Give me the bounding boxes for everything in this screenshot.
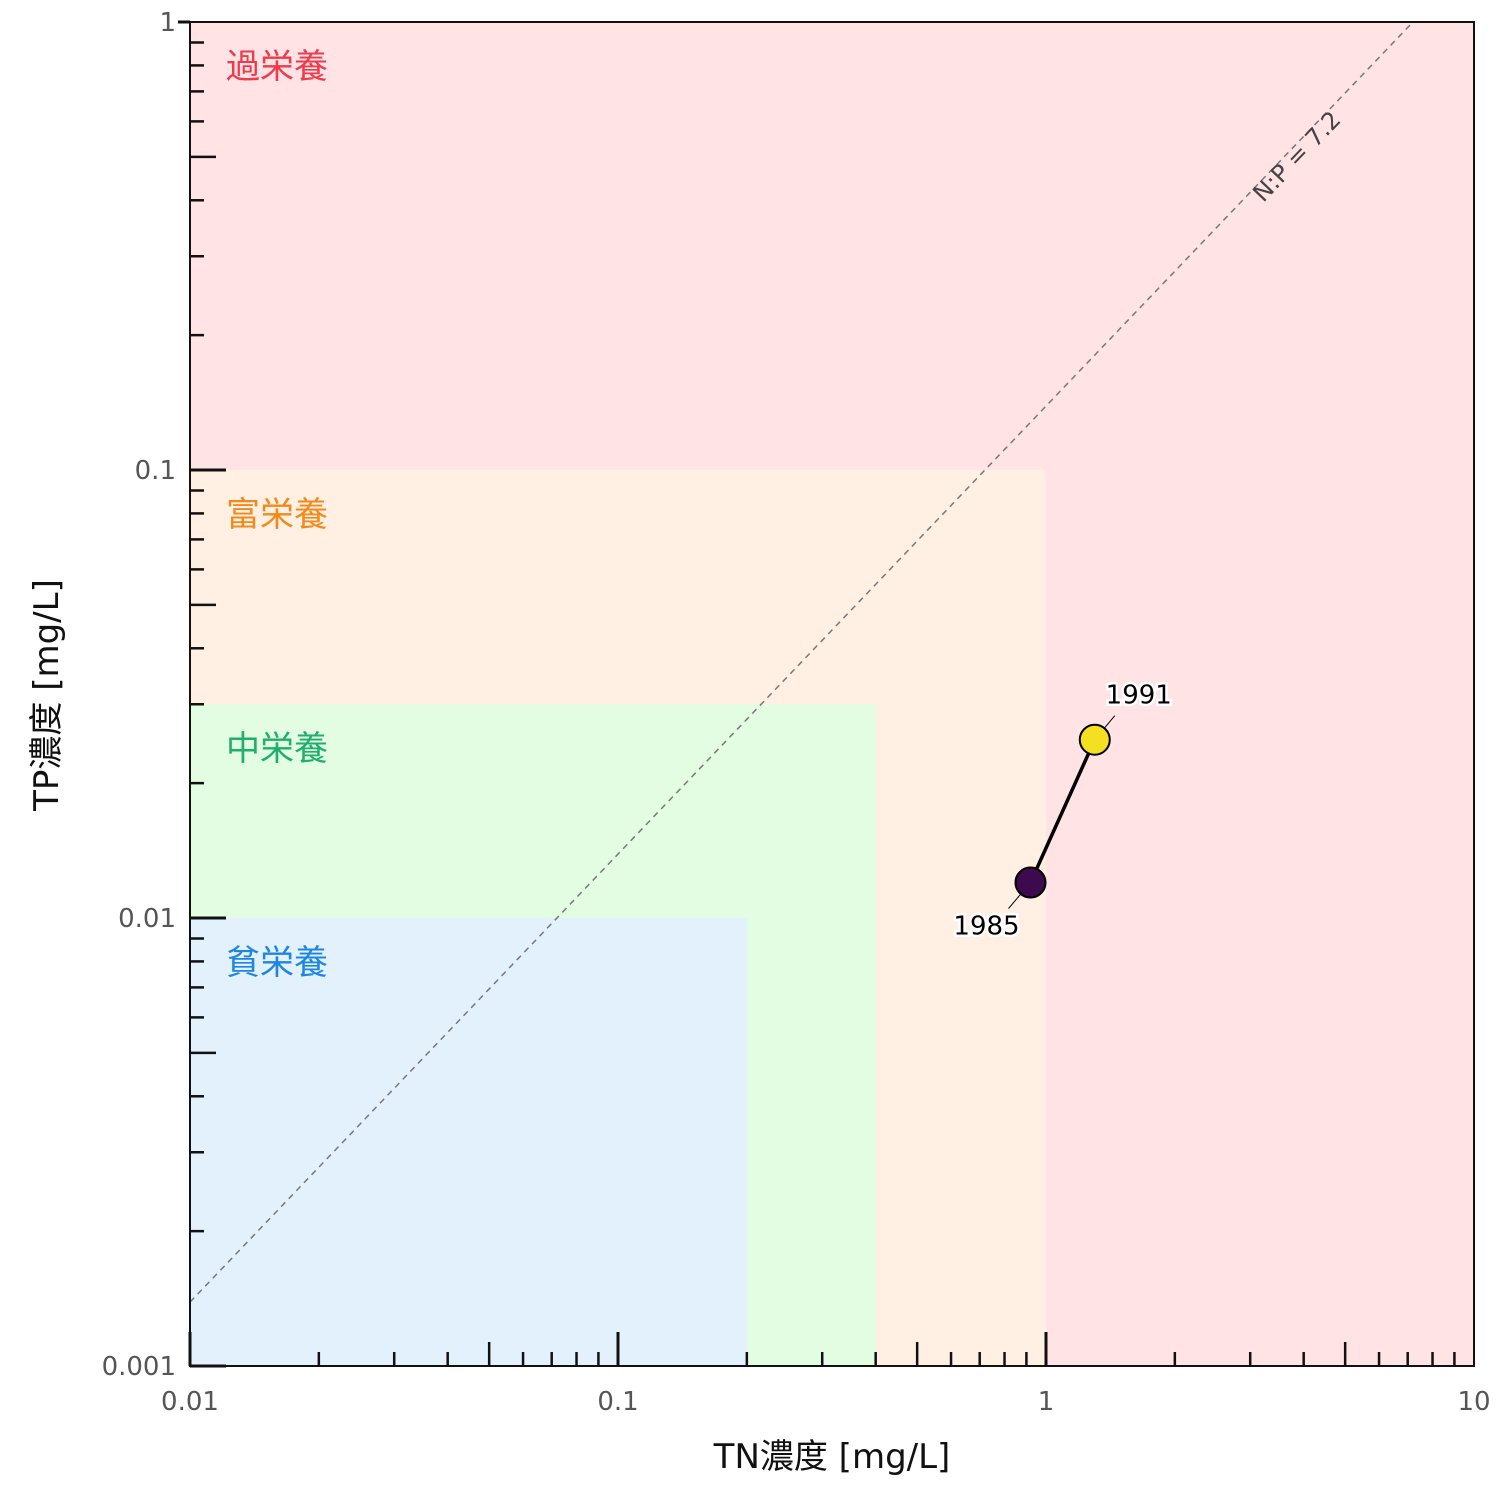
zone-label-3: 貧栄養 xyxy=(226,943,328,983)
data-point xyxy=(1078,723,1111,756)
zone-label-0: 過栄養 xyxy=(226,47,328,87)
data-point-label: 1985 xyxy=(953,912,1019,942)
axes: 0.01 0.1 1 10 0.001 0.01 0.1 1 xyxy=(102,8,1491,1417)
x-tick-label: 10 xyxy=(1457,1387,1490,1417)
zone-label-2: 中栄養 xyxy=(226,729,328,769)
x-tick-label: 0.1 xyxy=(597,1387,638,1417)
zone-label-1: 富栄養 xyxy=(226,495,328,535)
data-series: 1985 1991 xyxy=(951,678,1174,944)
y-tick-label: 1 xyxy=(159,8,176,38)
plot-frame xyxy=(189,21,1475,1367)
zone-region-3 xyxy=(190,918,747,1366)
x-tick-label: 0.01 xyxy=(161,1387,219,1417)
y-tick-label: 0.1 xyxy=(135,456,176,486)
x-axis-title: TN濃度 [mg/L] xyxy=(713,1437,951,1477)
y-axis-title: TP濃度 [mg/L] xyxy=(27,579,67,812)
np-ratio-line xyxy=(189,21,1414,1303)
y-tick-label: 0.001 xyxy=(102,1352,176,1382)
y-tick-label: 0.01 xyxy=(118,904,176,934)
x-tick-label: 1 xyxy=(1038,1387,1055,1417)
series-line-0 xyxy=(1028,739,1097,884)
data-point xyxy=(1014,866,1047,899)
data-point-label: 1991 xyxy=(1106,681,1172,711)
